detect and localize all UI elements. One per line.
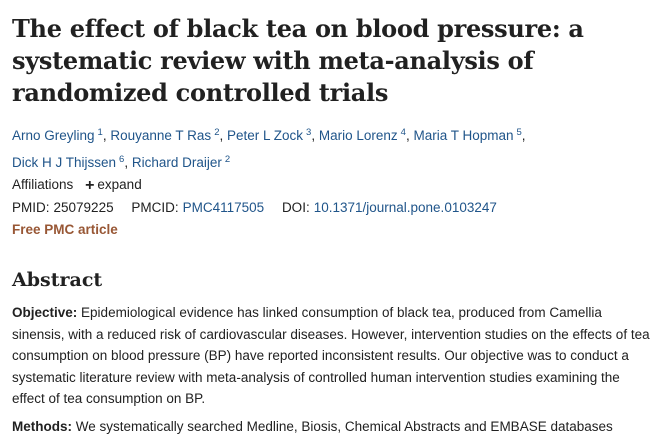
- affiliation-number[interactable]: 3: [306, 127, 312, 138]
- pmcid-label: PMCID:: [131, 200, 179, 215]
- affiliation-number[interactable]: 5: [516, 127, 522, 138]
- expand-affiliations-button[interactable]: + expand: [85, 177, 142, 194]
- pmid-label: PMID:: [12, 200, 50, 215]
- author-link[interactable]: Maria T Hopman 5: [413, 127, 522, 143]
- pmid-value: 25079225: [53, 200, 114, 215]
- author-link[interactable]: Richard Draijer 2: [131, 154, 231, 170]
- affiliations-row: Affiliations + expand: [12, 175, 142, 196]
- identifiers-row: PMID: 25079225 PMCID: PMC4117505 DOI: 10.13…: [12, 198, 497, 218]
- article-title: The effect of black tea on blood pressur…: [12, 14, 584, 107]
- author-link[interactable]: Rouyanne T Ras 2: [110, 127, 220, 143]
- abstract-heading: Abstract: [12, 269, 103, 291]
- author-link[interactable]: Mario Lorenz 4: [318, 127, 406, 143]
- affiliations-label: Affiliations: [12, 177, 74, 192]
- author-list: Arno Greyling 1, Rouyanne T Ras 2, Peter L…: [12, 127, 526, 170]
- author-link[interactable]: Arno Greyling 1: [12, 127, 103, 143]
- free-pmc-badge: Free PMC article: [12, 222, 118, 237]
- section-label: Objective:: [12, 305, 78, 320]
- section-label: Methods:: [12, 418, 72, 434]
- author-link[interactable]: Peter L Zock 3: [227, 127, 312, 143]
- affiliation-number[interactable]: 2: [214, 127, 220, 138]
- plus-icon: +: [85, 177, 95, 194]
- section-text: Epidemiological evidence has linked cons…: [12, 305, 650, 406]
- doi-link[interactable]: 10.1371/journal.pone.0103247: [313, 200, 497, 215]
- affiliation-number[interactable]: 1: [97, 127, 103, 138]
- affiliation-number[interactable]: 6: [119, 154, 125, 165]
- affiliation-number[interactable]: 4: [400, 127, 406, 138]
- abstract-section-objective: Objective: Epidemiological evidence has …: [12, 302, 652, 410]
- pmcid-link[interactable]: PMC4117505: [182, 200, 265, 215]
- abstract-body: Objective: Epidemiological evidence has …: [12, 302, 652, 434]
- author-link[interactable]: Dick H J Thijssen 6: [12, 154, 125, 170]
- doi-label: DOI:: [281, 200, 310, 215]
- abstract-section-methods: Methods: We systematically searched Medl…: [12, 416, 652, 434]
- affiliation-number[interactable]: 2: [224, 154, 231, 165]
- section-text: We systematically searched Medline, Bios…: [75, 418, 613, 434]
